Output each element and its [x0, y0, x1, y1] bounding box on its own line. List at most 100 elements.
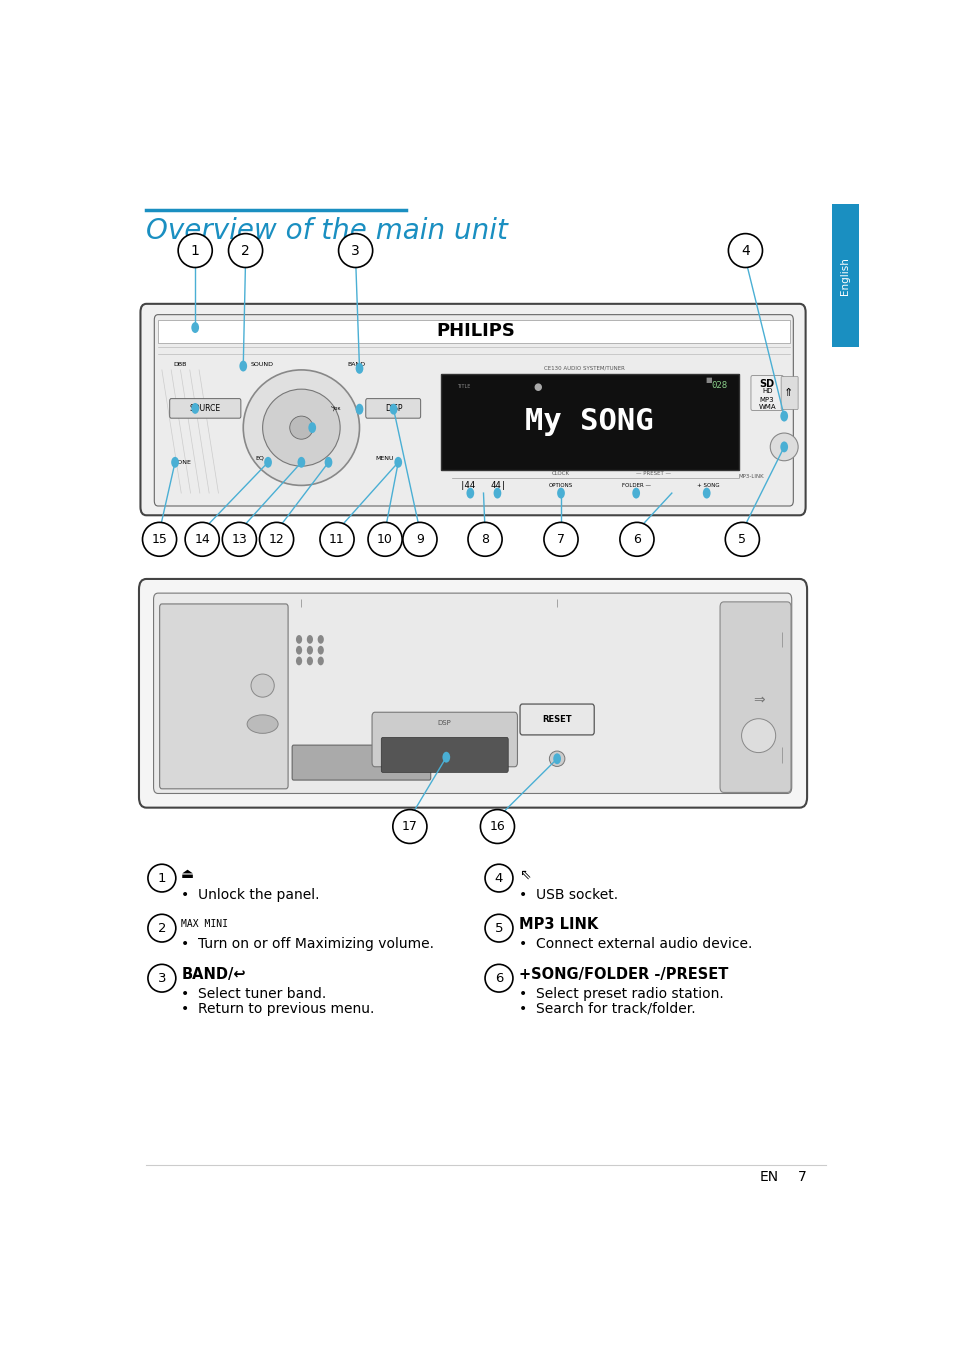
Ellipse shape [402, 522, 436, 556]
Circle shape [553, 753, 560, 764]
Text: 11: 11 [329, 533, 345, 545]
Text: BAND: BAND [348, 362, 366, 367]
Circle shape [308, 423, 315, 433]
Circle shape [442, 752, 450, 763]
FancyBboxPatch shape [154, 315, 793, 506]
Text: EQ: EQ [254, 456, 263, 460]
Text: +SONG/FOLDER -/PRESET: +SONG/FOLDER -/PRESET [518, 967, 728, 981]
Text: — PRESET —: — PRESET — [636, 471, 671, 477]
Circle shape [355, 363, 363, 374]
Text: DISP: DISP [384, 404, 402, 413]
Text: SOUND: SOUND [251, 362, 274, 367]
Circle shape [317, 656, 323, 666]
Text: OPTIONS: OPTIONS [548, 483, 573, 487]
Ellipse shape [290, 416, 313, 439]
Circle shape [307, 656, 313, 666]
FancyBboxPatch shape [140, 304, 804, 516]
Circle shape [307, 634, 313, 644]
Circle shape [317, 645, 323, 655]
Text: DBB: DBB [173, 362, 187, 367]
Text: 6: 6 [633, 533, 640, 545]
Text: MP3-LINK: MP3-LINK [738, 474, 763, 479]
Circle shape [192, 402, 199, 414]
Circle shape [307, 645, 313, 655]
Text: •  Select tuner band.: • Select tuner band. [181, 987, 326, 1000]
Ellipse shape [229, 234, 262, 267]
Text: 4: 4 [740, 243, 749, 258]
Ellipse shape [480, 810, 514, 844]
Ellipse shape [740, 718, 775, 752]
Text: BAND/↩: BAND/↩ [181, 967, 246, 981]
Text: 10: 10 [376, 533, 393, 545]
Ellipse shape [338, 234, 373, 267]
Text: 3: 3 [157, 972, 166, 984]
Circle shape [780, 441, 787, 452]
Text: SOURCE: SOURCE [190, 404, 220, 413]
Text: 44|: 44| [491, 481, 507, 490]
Ellipse shape [468, 522, 501, 556]
Ellipse shape [148, 864, 175, 892]
Text: DSP: DSP [437, 720, 451, 725]
Text: Overview of the main unit: Overview of the main unit [146, 217, 508, 246]
Circle shape [493, 487, 500, 498]
Text: PHILIPS: PHILIPS [436, 323, 515, 340]
Ellipse shape [549, 751, 564, 767]
Text: 8: 8 [480, 533, 489, 545]
FancyBboxPatch shape [159, 603, 288, 788]
Text: Ӌακ: Ӌακ [331, 406, 341, 410]
Circle shape [702, 487, 710, 498]
Circle shape [297, 456, 305, 467]
Circle shape [239, 360, 247, 371]
Circle shape [171, 456, 179, 467]
Circle shape [324, 456, 332, 467]
Text: SD: SD [759, 379, 774, 389]
Ellipse shape [484, 964, 513, 992]
Circle shape [317, 634, 323, 644]
Text: ⇖: ⇖ [518, 867, 530, 882]
Ellipse shape [222, 522, 256, 556]
Text: ⇒: ⇒ [752, 693, 763, 706]
FancyBboxPatch shape [139, 579, 806, 807]
Ellipse shape [368, 522, 402, 556]
Circle shape [466, 487, 474, 498]
Bar [831, 204, 858, 347]
FancyBboxPatch shape [372, 713, 517, 767]
Text: 2: 2 [157, 922, 166, 934]
Text: CLOCK: CLOCK [552, 471, 569, 477]
Text: FOLDER —: FOLDER — [621, 483, 650, 487]
Text: English: English [840, 256, 849, 294]
Text: 2: 2 [241, 243, 250, 258]
Text: •  Select preset radio station.: • Select preset radio station. [518, 987, 723, 1000]
Text: •  Return to previous menu.: • Return to previous menu. [181, 1002, 375, 1017]
Ellipse shape [178, 234, 212, 267]
Text: •  Turn on or off Maximizing volume.: • Turn on or off Maximizing volume. [181, 937, 434, 950]
Ellipse shape [724, 522, 759, 556]
Text: MAX MINI: MAX MINI [181, 919, 228, 929]
Text: 1: 1 [157, 872, 166, 884]
FancyBboxPatch shape [170, 398, 240, 418]
Circle shape [390, 404, 397, 414]
Text: 13: 13 [232, 533, 247, 545]
Ellipse shape [769, 433, 798, 460]
Text: •  Connect external audio device.: • Connect external audio device. [518, 937, 752, 950]
Ellipse shape [259, 522, 294, 556]
Text: MENU: MENU [375, 456, 393, 460]
Circle shape [192, 323, 199, 333]
Circle shape [295, 645, 302, 655]
Text: MP3 LINK: MP3 LINK [518, 917, 598, 932]
Text: |44: |44 [458, 481, 475, 490]
FancyBboxPatch shape [519, 705, 594, 734]
Circle shape [394, 456, 402, 467]
FancyBboxPatch shape [292, 745, 430, 780]
Ellipse shape [243, 370, 359, 486]
Text: HD: HD [761, 389, 772, 394]
Circle shape [295, 656, 302, 666]
Text: •  USB socket.: • USB socket. [518, 888, 618, 902]
Text: •  Unlock the panel.: • Unlock the panel. [181, 888, 319, 902]
Text: 6: 6 [495, 972, 502, 984]
Ellipse shape [185, 522, 219, 556]
Text: + SONG: + SONG [697, 483, 719, 487]
Circle shape [264, 456, 272, 467]
FancyBboxPatch shape [153, 593, 791, 794]
Ellipse shape [262, 389, 340, 466]
